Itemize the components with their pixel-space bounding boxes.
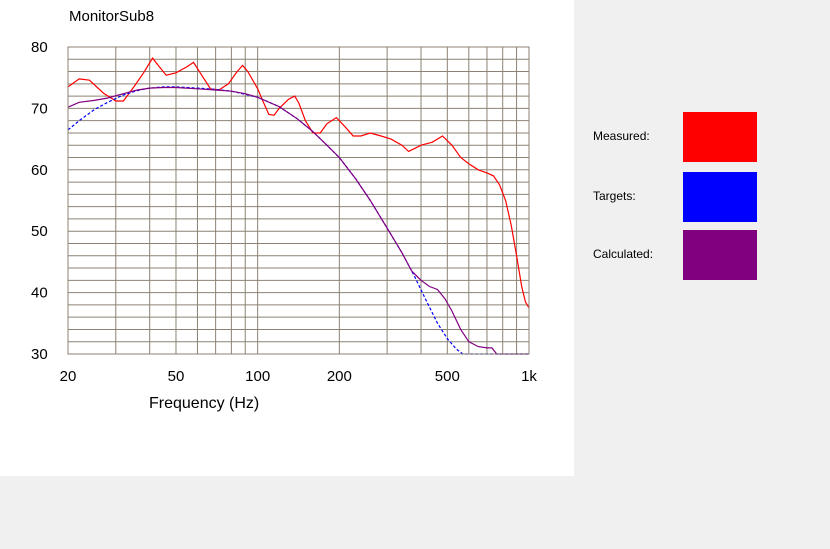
y-tick-label: 50 <box>31 223 48 240</box>
plot-panel: MonitorSub8 80 70 60 50 40 30 20 50 100 200 500 1k … <box>0 0 574 476</box>
legend-swatch-targets[interactable] <box>683 172 757 222</box>
frequency-response-chart: 80 70 60 50 40 30 20 50 100 200 500 1k <box>31 39 537 385</box>
grid <box>68 47 529 354</box>
x-tick-label: 1k <box>521 368 537 385</box>
series-line-measured <box>67 57 530 309</box>
y-tick-label: 60 <box>31 162 48 179</box>
chart-title: MonitorSub8 <box>69 8 155 25</box>
legend-swatch-measured[interactable] <box>683 112 757 162</box>
x-tick-label: 20 <box>60 368 77 385</box>
plot-border <box>67 46 530 355</box>
y-tick-label: 70 <box>31 100 48 117</box>
tick-labels: 80 70 60 50 40 30 20 50 100 200 500 1k <box>31 39 537 385</box>
legend-swatch-calculated[interactable] <box>683 230 757 280</box>
x-axis-label: Frequency (Hz) <box>149 395 260 412</box>
y-tick-label: 30 <box>31 346 48 363</box>
x-tick-label: 500 <box>435 368 460 385</box>
legend-label-targets: Targets: <box>593 189 636 203</box>
x-tick-label: 200 <box>327 368 352 385</box>
legend-label-measured: Measured: <box>593 129 650 143</box>
x-tick-label: 100 <box>245 368 270 385</box>
legend-label-calculated: Calculated: <box>593 247 654 261</box>
y-tick-label: 40 <box>31 285 48 302</box>
series-line-targets <box>67 86 529 355</box>
plot-frame <box>67 46 530 355</box>
y-tick-label: 80 <box>31 39 48 56</box>
series-line-calculated <box>67 86 529 355</box>
series-layer <box>67 57 530 355</box>
x-tick-label: 50 <box>168 368 185 385</box>
